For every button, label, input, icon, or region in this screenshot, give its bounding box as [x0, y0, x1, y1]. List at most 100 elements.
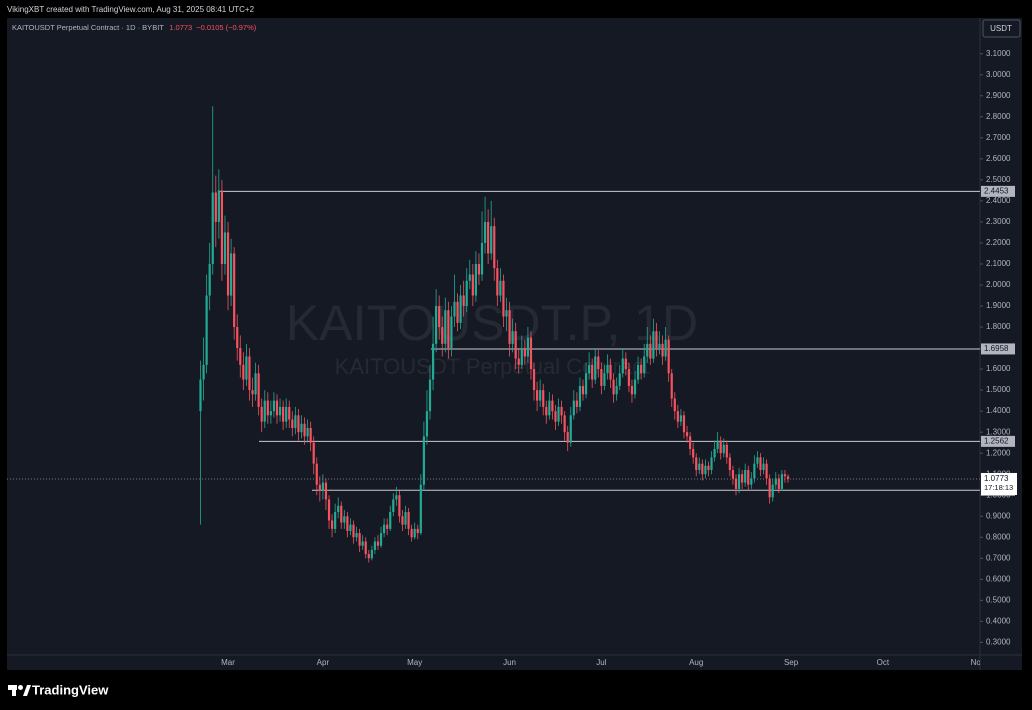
candle-body [557, 406, 560, 422]
candle-body [410, 528, 413, 538]
candle-body [401, 516, 404, 525]
candle-body [762, 463, 765, 470]
candle-body [502, 280, 505, 317]
candle-body [419, 484, 422, 534]
candle-body [416, 528, 419, 534]
candle-body [679, 415, 683, 422]
candle-body [398, 495, 401, 517]
watermark-description: KAITOUSDT Perpetual Contract [335, 354, 650, 379]
candle-body [352, 524, 355, 538]
current-price-box [981, 472, 1017, 495]
candle-body [330, 520, 334, 529]
candle-body [520, 348, 523, 365]
candle-body [444, 310, 447, 344]
price-axis: 0.3000 0.4000 0.5000 0.6000 0.7000 0.8000 0.90… [980, 49, 1017, 646]
tradingview-logo [8, 685, 31, 696]
candle-body [422, 436, 425, 485]
candle-body [321, 482, 324, 492]
candle-body [306, 427, 309, 437]
candle-body [685, 432, 689, 437]
y-tick-label: 1.4000 [986, 406, 1011, 415]
candle-body [673, 398, 676, 412]
candle-body [532, 369, 536, 391]
candle-body [722, 444, 725, 454]
candle-body [569, 415, 572, 443]
level-label-box [981, 435, 1015, 447]
watermark-ticker: KAITOUSDT.P, 1D [286, 295, 698, 351]
current-price-label: 1.0773 [984, 474, 1009, 483]
candle-body [257, 373, 260, 407]
currency-box[interactable] [982, 19, 1021, 38]
candle-body [346, 516, 349, 531]
candle-body [431, 343, 435, 380]
candle-body [765, 463, 768, 479]
x-tick-label: Jul [596, 658, 606, 667]
candle-body [462, 295, 465, 307]
price-change: −0.0105 (−0.97%) [196, 23, 257, 32]
candle-body [413, 528, 416, 538]
y-tick-label: 1.9000 [986, 301, 1011, 310]
candle-body [646, 343, 649, 357]
candle-body [719, 440, 722, 454]
candle-body [499, 280, 502, 296]
candle-body [566, 432, 569, 443]
y-tick-label: 2.8000 [986, 112, 1011, 121]
candle-body [441, 327, 444, 344]
candle-body [278, 406, 282, 416]
candle-body [386, 524, 389, 529]
candle-body [456, 301, 459, 323]
candle-body [260, 406, 263, 422]
candle-body [643, 356, 646, 374]
candle-body [480, 242, 484, 275]
candle-body [340, 505, 343, 523]
candle-body [551, 400, 554, 412]
author-line: VikingXBT created with TradingView.com, … [7, 5, 255, 14]
candle-body [254, 373, 257, 395]
candle-body [275, 400, 279, 416]
candle-body [220, 190, 224, 264]
candle-body [251, 390, 254, 395]
candle-body [633, 379, 637, 395]
candle-body [554, 411, 557, 422]
candle-body [756, 457, 759, 464]
logo-stem [12, 690, 16, 696]
candle-body [282, 406, 285, 422]
candle-body [379, 533, 383, 546]
y-tick-label: 3.1000 [986, 49, 1011, 58]
candle-body [315, 463, 318, 485]
candle-body [713, 448, 716, 458]
candle-body [373, 541, 377, 550]
candle-body [664, 339, 667, 357]
plot-area: Mar Apr May Jun Jul Aug Sep Oct Nov [7, 106, 980, 667]
candle-body [682, 415, 686, 433]
candle-body [266, 400, 269, 416]
candle-body [698, 463, 701, 470]
candle-body [618, 373, 621, 386]
x-tick-label: Jun [503, 658, 516, 667]
candle-body [505, 310, 508, 317]
candle-body [465, 280, 468, 307]
candle-body [312, 442, 315, 464]
candle-body [438, 306, 441, 328]
currency-label[interactable]: USDT [990, 24, 1012, 33]
candle-body [725, 444, 728, 458]
candle-body [364, 541, 367, 555]
y-tick-label: 1.8000 [986, 322, 1011, 331]
candle-body [621, 358, 624, 374]
y-tick-label: 2.1000 [986, 259, 1011, 268]
candle-body [361, 541, 364, 546]
symbol-line: KAITOUSDT Perpetual Contract · 1D · BYBI… [12, 23, 164, 32]
candle-body [337, 505, 340, 513]
candle-body [343, 516, 346, 523]
candle-body [269, 411, 272, 416]
candle-body [584, 373, 588, 395]
candle-body [202, 364, 205, 380]
candle-body [474, 263, 477, 296]
candle-body [768, 478, 771, 498]
candle-body [536, 390, 539, 401]
x-tick-label: Sep [784, 658, 799, 667]
candle-body [661, 343, 664, 357]
candle-body [490, 226, 493, 254]
candle-body [245, 356, 248, 380]
